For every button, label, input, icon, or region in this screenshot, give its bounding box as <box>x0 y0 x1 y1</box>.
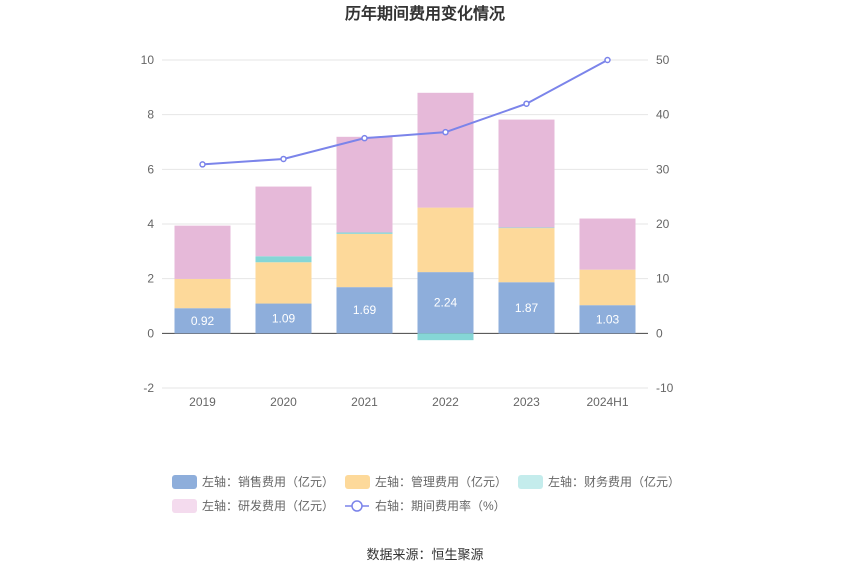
bar-value-label: 1.69 <box>353 303 377 317</box>
legend-label: 左轴：研发费用（亿元） <box>202 498 334 513</box>
right-tick-label: 30 <box>656 162 670 176</box>
legend-swatch <box>518 475 543 489</box>
bar-value-label: 1.87 <box>515 301 539 315</box>
left-axis-ticks: -2 0 2 4 6 8 10 <box>141 53 155 395</box>
legend-label: 左轴：管理费用（亿元） <box>375 474 507 489</box>
legend-label: 右轴：期间费用率（%） <box>375 498 506 513</box>
right-axis-ticks: -10 0 10 20 30 40 50 <box>656 53 674 395</box>
rate-point <box>280 155 287 163</box>
bar-3-2020 <box>255 186 312 257</box>
bar-1-2023 <box>498 228 555 283</box>
bar-3-2023 <box>498 119 555 228</box>
legend-swatch <box>172 475 197 489</box>
right-tick-label: 20 <box>656 217 670 231</box>
bar-value-label: 2.24 <box>434 296 458 310</box>
bar-labels: 0.92 1.09 1.69 2.24 1.87 1.03 <box>191 296 620 328</box>
bar-1-2020 <box>255 262 312 304</box>
legend-point-marker <box>351 500 363 512</box>
data-source: 数据来源：恒生聚源 <box>366 547 483 562</box>
legend-label: 左轴：财务费用（亿元） <box>548 474 680 489</box>
bar-3-2019 <box>174 225 231 279</box>
bar-0-2020 <box>255 303 312 334</box>
x-tick-label: 2024H1 <box>586 395 628 409</box>
legend-swatch <box>345 475 370 489</box>
chart-title: 历年期间费用变化情况 <box>345 4 505 23</box>
rate-point <box>604 56 611 64</box>
x-tick-label: 2020 <box>270 395 297 409</box>
bar-0-2019 <box>174 308 231 334</box>
bar-2-2021 <box>336 232 393 234</box>
rate-point <box>523 100 530 107</box>
legend-swatch <box>172 499 197 513</box>
bars <box>174 92 636 341</box>
bar-value-label: 1.03 <box>596 312 620 326</box>
rate-point <box>199 161 206 168</box>
bar-1-2019 <box>174 278 231 309</box>
x-tick-label: 2019 <box>189 395 216 409</box>
bar-0-2022 <box>417 272 474 334</box>
right-tick-label: 0 <box>656 326 663 340</box>
bar-2-2022 <box>417 333 474 341</box>
bar-value-label: 1.09 <box>272 311 296 325</box>
right-tick-label: 40 <box>656 108 670 122</box>
rate-line <box>199 56 611 168</box>
left-tick-label: 8 <box>147 108 154 122</box>
rate-line-path <box>202 59 608 166</box>
bar-3-2024H1 <box>579 218 636 270</box>
left-tick-label: 2 <box>147 272 154 286</box>
bar-3-2021 <box>336 136 393 233</box>
bar-0-2021 <box>336 287 393 334</box>
right-tick-label: -10 <box>656 381 674 395</box>
bar-1-2021 <box>336 233 393 288</box>
bar-1-2024H1 <box>579 269 636 306</box>
bar-0-2024H1 <box>579 305 636 334</box>
legend: 左轴：销售费用（亿元） 左轴：管理费用（亿元） 左轴：财务费用（亿元） 左轴：研发费用… <box>172 474 680 513</box>
bar-3-2022 <box>417 92 474 208</box>
legend-label: 左轴：销售费用（亿元） <box>202 474 334 489</box>
x-tick-label: 2023 <box>513 395 540 409</box>
bar-0-2023 <box>498 282 555 334</box>
left-tick-label: 4 <box>147 217 154 231</box>
left-tick-label: -2 <box>143 381 154 395</box>
left-tick-label: 10 <box>141 53 155 67</box>
right-tick-label: 10 <box>656 272 670 286</box>
bar-value-label: 0.92 <box>191 314 215 328</box>
bar-2-2023 <box>498 227 555 229</box>
x-axis-ticks: 2019 2020 2021 2022 2023 2024H1 <box>189 395 629 409</box>
x-tick-label: 2021 <box>351 395 378 409</box>
rate-point <box>442 128 449 136</box>
bar-2-2020 <box>255 256 312 263</box>
x-tick-label: 2022 <box>432 395 459 409</box>
bar-1-2022 <box>417 207 474 273</box>
left-tick-label: 0 <box>147 326 154 340</box>
left-tick-label: 6 <box>147 162 154 176</box>
grid-lines <box>162 59 648 389</box>
right-tick-label: 50 <box>656 53 670 67</box>
rate-point <box>361 134 368 142</box>
